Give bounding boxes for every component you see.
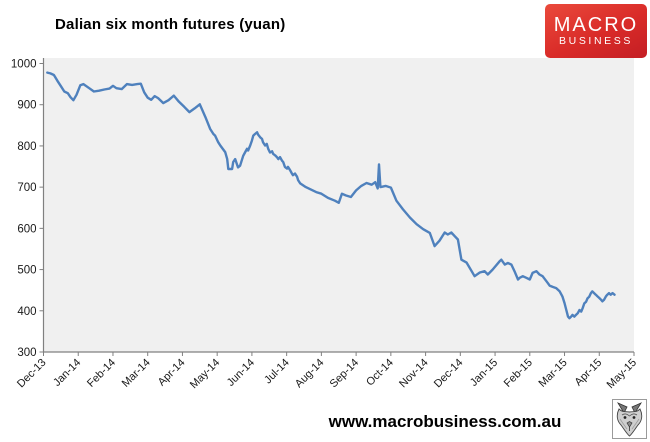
- y-axis-label: 500: [17, 265, 36, 277]
- x-axis-label: Feb-15: [502, 357, 535, 390]
- x-axis-label: May-14: [188, 357, 222, 391]
- macrobusiness-logo-line2: BUSINESS: [559, 34, 633, 47]
- x-axis-label: Oct-14: [364, 357, 396, 389]
- page-title: Dalian six month futures (yuan): [55, 16, 286, 33]
- x-axis-label: Aug-14: [293, 357, 327, 391]
- x-axis-label: Jan-15: [468, 357, 500, 389]
- x-axis-label: Dec-14: [432, 357, 466, 391]
- x-axis-label: Dec-13: [15, 357, 49, 391]
- y-axis-label: 1000: [11, 59, 37, 71]
- x-axis-label: Apr-15: [573, 357, 605, 389]
- x-axis-label: May-15: [605, 357, 639, 391]
- wolf-icon-drawing: [616, 402, 643, 437]
- x-axis-label: Mar-15: [537, 357, 570, 390]
- x-axis-label: Mar-14: [120, 357, 153, 390]
- x-axis-label: Jan-14: [51, 357, 83, 389]
- futures-price-line: [46, 71, 616, 320]
- x-axis-label: Nov-14: [397, 357, 431, 391]
- y-axis-label: 800: [17, 141, 36, 153]
- x-axis-label: Feb-14: [85, 357, 118, 390]
- macrobusiness-logo: MACRO BUSINESS: [545, 4, 647, 58]
- y-axis-label: 600: [17, 223, 36, 235]
- y-axis-label: 700: [17, 182, 36, 194]
- x-axis-label: Sep-14: [328, 357, 362, 391]
- macrobusiness-logo-line1: MACRO: [553, 13, 639, 36]
- wolf-icon: [612, 399, 647, 439]
- x-axis-label: Apr-14: [156, 357, 188, 389]
- y-axis-label: 400: [17, 306, 36, 318]
- y-axis-label: 300: [17, 347, 36, 359]
- x-axis-label: Jun-14: [225, 357, 257, 389]
- x-axis-label: Jul-14: [262, 357, 292, 387]
- y-axis-label: 900: [17, 100, 36, 112]
- plot-area: [43, 58, 634, 352]
- website-url: www.macrobusiness.com.au: [328, 412, 562, 431]
